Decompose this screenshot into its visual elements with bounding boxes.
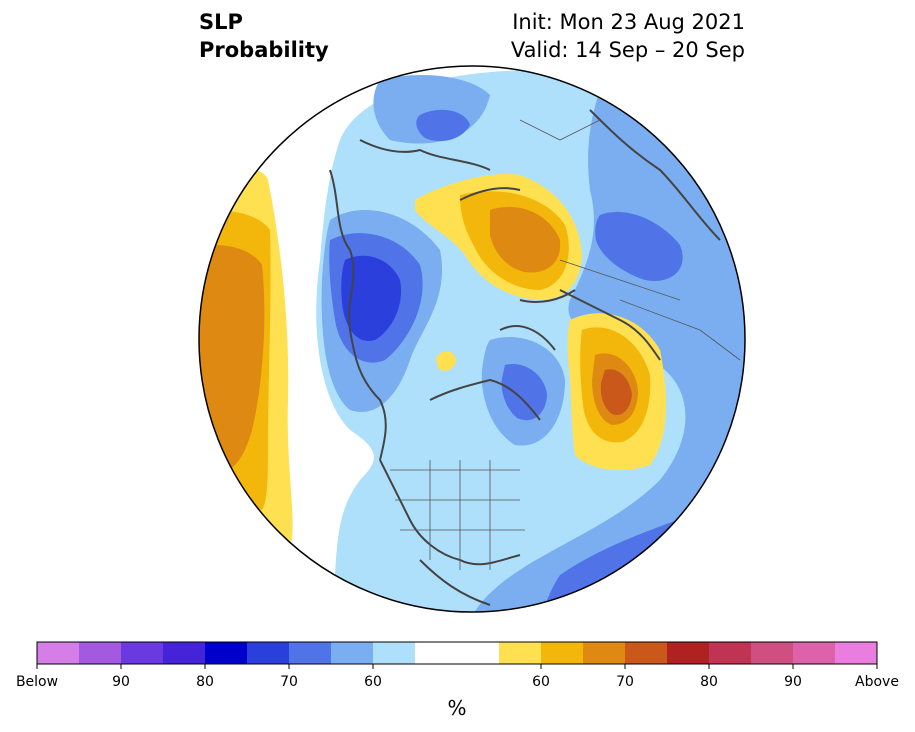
colorbar-unit-label: % — [447, 696, 467, 720]
above-region-small — [436, 351, 456, 371]
colorbar-tick-label: Above — [855, 674, 899, 690]
colorbar-tick-label: 90 — [112, 674, 130, 690]
init-date: Init: Mon 23 Aug 2021 — [512, 10, 745, 34]
colorbar-cell — [709, 642, 752, 664]
colorbar-cell — [835, 642, 878, 664]
colorbar-cell — [499, 642, 542, 664]
colorbar-cell — [373, 642, 416, 664]
colorbar-cell — [751, 642, 794, 664]
title-variable: SLP — [199, 10, 243, 34]
below-region-70-north — [416, 109, 470, 142]
colorbar-tick-label: 70 — [280, 674, 298, 690]
colorbar-cell — [793, 642, 836, 664]
colorbar-tick-label: Below — [15, 674, 59, 690]
colorbar-tick-label: 60 — [532, 674, 550, 690]
colorbar-cell — [667, 642, 710, 664]
below-region-70-europe — [595, 211, 683, 281]
below-region-80-west — [341, 255, 402, 341]
colorbar-cell — [205, 642, 248, 664]
below-region-60-east — [470, 90, 745, 612]
forecast-dates: Init: Mon 23 Aug 2021 Valid: 14 Sep – 20… — [511, 8, 745, 64]
above-region-arctic-80 — [490, 206, 561, 273]
colorbar-cell — [625, 642, 668, 664]
colorbar-cell — [163, 642, 206, 664]
colorbar-cell — [457, 642, 500, 664]
globe-boundary — [198, 65, 746, 613]
colorbar-tick-label: 60 — [364, 674, 382, 690]
colorbar-cell — [37, 642, 80, 664]
borders — [390, 119, 741, 570]
map-title: SLP Probability — [199, 8, 329, 64]
colorbar-cell — [121, 642, 164, 664]
shaded-anomaly-field — [199, 66, 745, 612]
colorbar-tick-label: 80 — [700, 674, 718, 690]
valid-date-range: Valid: 14 Sep – 20 Sep — [510, 38, 745, 62]
colorbar-cell — [583, 642, 626, 664]
colorbar — [36, 641, 878, 669]
colorbar-tick-label: 80 — [196, 674, 214, 690]
below-region-70-center — [501, 364, 547, 421]
colorbar-frame — [36, 641, 878, 665]
colorbar-cell — [247, 642, 290, 664]
colorbar-tick-label: 90 — [784, 674, 802, 690]
colorbar-cell — [79, 642, 122, 664]
above-region-atlantic-90 — [600, 369, 632, 416]
colorbar-cell — [331, 642, 374, 664]
colorbar-cell — [541, 642, 584, 664]
colorbar-cell — [289, 642, 332, 664]
coastlines — [329, 109, 721, 606]
title-type: Probability — [199, 38, 329, 62]
colorbar-tick-label: 70 — [616, 674, 634, 690]
colorbar-cell — [415, 642, 458, 664]
